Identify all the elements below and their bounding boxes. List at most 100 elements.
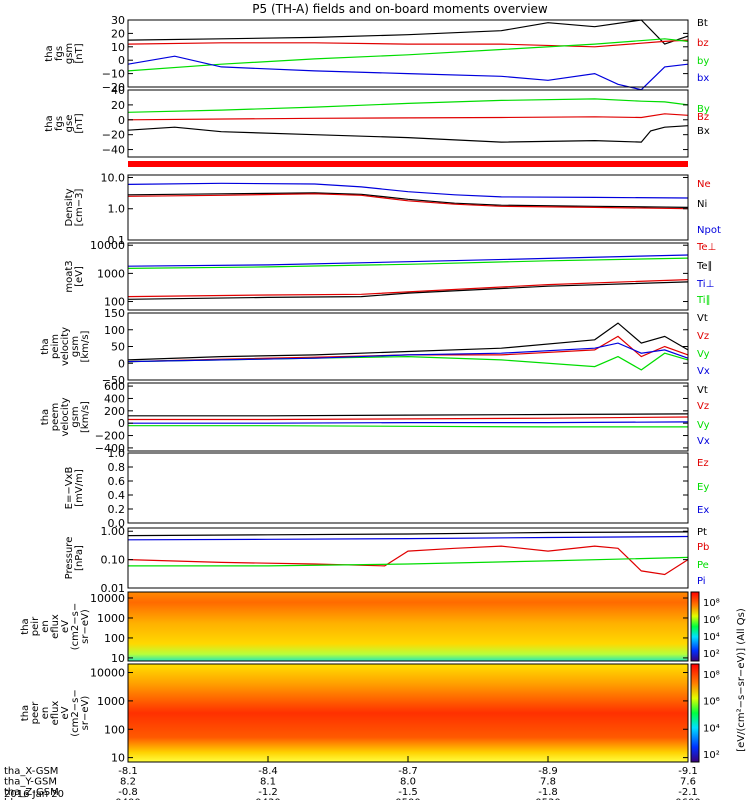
axis-row-value: -8.1 xyxy=(118,766,138,777)
y-tick-label: 0.01 xyxy=(101,582,126,595)
y-tick-label: 1000 xyxy=(97,695,125,708)
y-tick-label: 10000 xyxy=(90,667,125,680)
series-line-Ni xyxy=(127,192,689,208)
panel-p7: 1.00.80.60.40.20.0 E=−VxB [mV/m] Ez Ey Ex xyxy=(64,447,709,530)
panel-frame-p9 xyxy=(127,591,689,662)
colorbar-tick-label: 10⁸ xyxy=(703,670,720,681)
legend-label-Pb: Pb xyxy=(697,542,709,553)
legend-label-Bt: Bt xyxy=(697,18,708,29)
y-tick-label: −20 xyxy=(102,81,125,94)
series-line-Pi xyxy=(127,535,689,541)
series-line-Ne xyxy=(127,193,689,210)
y-tick-label: 0.0 xyxy=(108,517,126,530)
legend-label-Ey: Ey xyxy=(697,482,709,493)
y-axis-label: [nPa] xyxy=(74,545,85,571)
legend-label-Vz: Vz xyxy=(697,401,709,412)
series-line-Bt xyxy=(127,19,689,45)
spectrogram-p10 xyxy=(128,664,688,762)
axis-row-value: -8.7 xyxy=(398,766,418,777)
legend-label-Npot: Npot xyxy=(697,225,721,236)
y-tick-label: 0.6 xyxy=(108,475,126,488)
colorbar-tick-label: 10² xyxy=(703,750,720,761)
y-axis-label: en xyxy=(40,707,51,720)
legend-label-Vt: Vt xyxy=(697,313,708,324)
series-line-Te⊥ xyxy=(127,279,689,298)
axis-row-value: -9.1 xyxy=(678,766,698,777)
y-axis-label: Density xyxy=(64,188,75,226)
y-axis-label: fgs xyxy=(54,46,65,61)
y-axis-label: [nT] xyxy=(74,113,85,133)
panel-frame-p2 xyxy=(127,89,689,158)
y-tick-label: 1000 xyxy=(97,612,125,625)
y-tick-label: 40 xyxy=(111,84,125,97)
y-tick-label: 400 xyxy=(104,392,125,405)
y-tick-label: 0 xyxy=(118,417,125,430)
y-tick-label: −10 xyxy=(102,68,125,81)
y-tick-label: 0 xyxy=(118,357,125,370)
y-axis-label: fgs xyxy=(54,116,65,131)
y-tick-label: −20 xyxy=(102,129,125,142)
panel-frame-p7 xyxy=(127,452,689,524)
series-line-Vt xyxy=(128,413,689,417)
y-axis-label: [eV] xyxy=(74,266,85,287)
legend-label-bx: bx xyxy=(697,73,709,84)
colorbar-gradient xyxy=(690,663,700,763)
y-axis-label: [mV/m] xyxy=(74,469,85,507)
legend-label-Pt: Pt xyxy=(697,527,707,538)
axis-row-value: -8.4 xyxy=(258,766,278,777)
y-tick-label: 1000 xyxy=(97,267,125,280)
y-axis-label: (cm2−s− xyxy=(70,689,81,736)
legend-label-Te⊥: Te⊥ xyxy=(696,242,716,253)
y-axis-label: gsm xyxy=(70,336,81,357)
colorbar-label: [eV/(cm²−s−sr−eV)] (All Qs) xyxy=(736,608,747,752)
series-line-Pb xyxy=(127,545,689,576)
series-line-Vx xyxy=(127,342,689,363)
legend-label-Ni: Ni xyxy=(697,199,707,210)
y-axis-label: gsm xyxy=(70,406,81,427)
y-tick-label: −40 xyxy=(102,144,125,157)
y-tick-label: 100 xyxy=(104,632,125,645)
axis-row-label: tha_X-GSM xyxy=(4,766,58,777)
series-line-Vy xyxy=(128,425,688,428)
y-axis-label: moat3 xyxy=(64,260,75,292)
legend-label-Vx: Vx xyxy=(697,436,710,447)
y-axis-label: eflux xyxy=(50,614,61,639)
colorbar-gradient xyxy=(690,591,700,662)
y-axis-label: velocity xyxy=(60,397,71,436)
panel-p10: 10000 1000 100 10 tha peer en eflux eV (cm2−s− sr−… xyxy=(20,663,689,765)
legend-label-Vy: Vy xyxy=(697,349,710,360)
axis-row-value: 8.1 xyxy=(260,777,276,788)
panel-frame-p8 xyxy=(127,527,689,589)
y-tick-label: 150 xyxy=(104,307,125,320)
y-axis-label: eV xyxy=(60,706,71,719)
series-line-Bx xyxy=(127,125,689,143)
y-tick-label: 1.0 xyxy=(108,203,126,216)
legend-label-Pe: Pe xyxy=(697,560,709,571)
y-tick-label: 10.0 xyxy=(101,171,126,184)
y-tick-label: 0 xyxy=(118,54,125,67)
y-axis-label: sr−eV) xyxy=(80,609,91,644)
y-tick-label: 0.1 xyxy=(108,234,126,247)
y-tick-label: 0.2 xyxy=(108,503,126,516)
panel-p3: 10.0 1.0 0.1 Density [cm−3] Ne Ni Npot xyxy=(64,171,721,247)
colorbar-tick-label: 10⁴ xyxy=(703,632,720,643)
axis-row-label: tha_Y-GSM xyxy=(4,777,57,788)
series-line-Te∥ xyxy=(127,281,689,300)
y-axis-label: gsm xyxy=(64,43,75,64)
y-axis-label: eflux xyxy=(50,701,61,726)
y-axis-label: [cm−3] xyxy=(74,189,85,227)
panel-frame-p3 xyxy=(127,174,689,241)
y-axis-label: en xyxy=(40,620,51,633)
y-axis-label: velocity xyxy=(60,327,71,366)
panel-frame-p6 xyxy=(127,382,689,452)
series-line-Vz xyxy=(128,416,689,421)
axis-row-value: 7.8 xyxy=(540,777,556,788)
y-axis-label: peem xyxy=(50,403,61,431)
y-tick-label: 100 xyxy=(104,723,125,736)
y-axis-label: tha xyxy=(40,338,51,354)
axis-row-value: -1.2 xyxy=(258,787,278,798)
